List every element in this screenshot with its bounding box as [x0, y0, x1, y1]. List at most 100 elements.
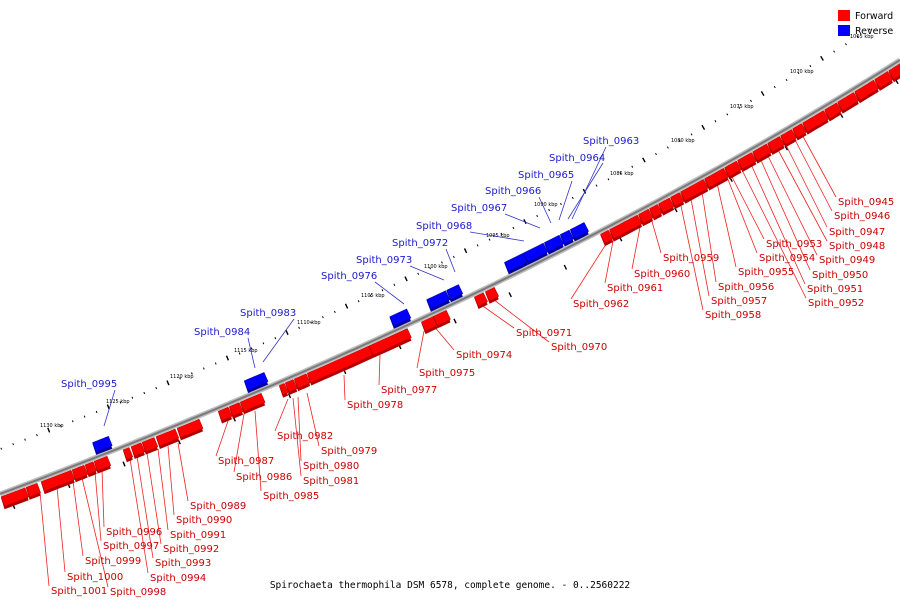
forward-gene-label[interactable]: Spith_0947	[829, 227, 885, 238]
forward-gene-label[interactable]: Spith_0958	[705, 310, 761, 321]
reverse-gene-label[interactable]: Spith_0965	[518, 170, 574, 181]
leader-line	[783, 140, 828, 228]
scale-tick	[571, 196, 574, 200]
forward-gene-label[interactable]: Spith_0989	[190, 501, 246, 512]
reverse-gene-label[interactable]: Spith_0973	[356, 255, 412, 266]
legend-reverse-swatch	[838, 25, 850, 36]
forward-gene-label[interactable]: Spith_0987	[218, 456, 274, 467]
forward-gene-label[interactable]: Spith_0957	[711, 296, 767, 307]
forward-gene-label[interactable]: Spith_0990	[176, 515, 232, 526]
forward-gene-label[interactable]: Spith_0974	[456, 350, 512, 361]
leader-line	[409, 265, 445, 281]
forward-gene[interactable]	[888, 63, 900, 80]
scale-tick	[285, 329, 289, 336]
reverse-gene-label[interactable]: Spith_0972	[392, 238, 448, 249]
forward-gene[interactable]	[228, 402, 244, 417]
forward-gene-label[interactable]: Spith_0996	[106, 527, 162, 538]
forward-gene[interactable]	[239, 392, 266, 412]
forward-gene-label[interactable]: Spith_0999	[85, 556, 141, 567]
forward-gene[interactable]	[293, 373, 311, 389]
forward-gene[interactable]	[141, 437, 159, 452]
forward-gene-label[interactable]: Spith_0970	[551, 342, 607, 353]
forward-gene-label[interactable]: Spith_1001	[51, 586, 107, 597]
reverse-gene-label[interactable]: Spith_0967	[451, 203, 507, 214]
forward-gene-label[interactable]: Spith_0986	[236, 472, 292, 483]
forward-gene-label[interactable]: Spith_0993	[155, 558, 211, 569]
forward-gene-label[interactable]: Spith_0951	[807, 284, 863, 295]
forward-gene-label[interactable]: Spith_0946	[834, 211, 890, 222]
forward-gene[interactable]	[155, 428, 180, 447]
forward-gene[interactable]	[40, 469, 76, 492]
reverse-gene[interactable]	[92, 435, 113, 453]
forward-gene[interactable]	[25, 482, 41, 498]
reverse-gene[interactable]	[243, 372, 269, 391]
forward-gene-label[interactable]: Spith_0962	[573, 299, 629, 310]
forward-gene[interactable]	[93, 455, 112, 471]
scale-tick	[868, 28, 871, 31]
scale-tick	[844, 43, 847, 46]
forward-gene-label[interactable]: Spith_0982	[277, 431, 333, 442]
leader-line	[432, 324, 455, 351]
forward-gene-label[interactable]: Spith_1000	[67, 572, 123, 583]
forward-gene-label[interactable]: Spith_0949	[819, 255, 875, 266]
forward-gene-label[interactable]: Spith_0997	[103, 541, 159, 552]
forward-gene-label[interactable]: Spith_0985	[263, 491, 319, 502]
legend-forward-label: Forward	[855, 11, 893, 22]
forward-gene[interactable]	[84, 461, 98, 475]
forward-gene-label[interactable]: Spith_0956	[718, 282, 774, 293]
reverse-gene-label[interactable]: Spith_0976	[321, 271, 377, 282]
kbp-label: 1130 kbp	[40, 423, 64, 429]
forward-gene-label[interactable]: Spith_0954	[759, 253, 815, 264]
forward-gene-label[interactable]: Spith_0959	[663, 253, 719, 264]
kbp-label: 1110 kbp	[297, 320, 321, 326]
forward-gene-label[interactable]: Spith_0981	[303, 476, 359, 487]
reverse-gene-label[interactable]: Spith_0984	[194, 327, 250, 338]
forward-gene-label[interactable]: Spith_0953	[766, 239, 822, 250]
forward-gene[interactable]	[130, 442, 146, 457]
leader-line	[94, 471, 102, 542]
forward-gene-label[interactable]: Spith_0960	[634, 269, 690, 280]
reverse-gene-label[interactable]: Spith_0995	[61, 379, 117, 390]
leader-line	[570, 240, 609, 300]
forward-gene[interactable]	[473, 292, 488, 307]
forward-gene-label[interactable]: Spith_0978	[347, 400, 403, 411]
reverse-gene-label[interactable]: Spith_0966	[485, 186, 541, 197]
forward-gene-label[interactable]: Spith_0979	[321, 446, 377, 457]
forward-gene-label[interactable]: Spith_0945	[838, 197, 894, 208]
scale-tick	[463, 248, 468, 254]
forward-gene-label[interactable]: Spith_0955	[738, 267, 794, 278]
forward-gene[interactable]	[278, 382, 289, 396]
reverse-gene-label[interactable]: Spith_0983	[240, 308, 296, 319]
forward-gene[interactable]	[122, 447, 134, 460]
leader-line	[604, 235, 615, 284]
forward-gene-label[interactable]: Spith_0998	[110, 587, 166, 598]
reverse-gene-label[interactable]: Spith_0968	[416, 221, 472, 232]
scale-tick	[298, 326, 300, 329]
forward-gene-label[interactable]: Spith_0971	[516, 328, 572, 339]
forward-gene-label[interactable]: Spith_0977	[381, 385, 437, 396]
forward-gene[interactable]	[176, 418, 204, 438]
forward-gene[interactable]	[368, 328, 412, 356]
forward-gene-label[interactable]: Spith_0975	[419, 368, 475, 379]
forward-gene[interactable]	[217, 406, 233, 421]
reverse-gene[interactable]	[446, 284, 464, 300]
forward-gene-label[interactable]: Spith_0948	[829, 241, 885, 252]
forward-gene[interactable]	[0, 487, 29, 507]
forward-gene-label[interactable]: Spith_0992	[163, 544, 219, 555]
forward-gene[interactable]	[432, 309, 451, 326]
forward-gene-label[interactable]: Spith_0991	[170, 530, 226, 541]
leader-line	[215, 420, 229, 457]
reverse-gene-label[interactable]: Spith_0963	[583, 136, 639, 147]
reverse-gene[interactable]	[389, 308, 412, 327]
forward-gene-label[interactable]: Spith_0994	[150, 573, 206, 584]
forward-gene[interactable]	[484, 286, 500, 302]
forward-gene[interactable]	[71, 464, 89, 480]
reverse-gene-label[interactable]: Spith_0964	[549, 153, 605, 164]
reverse-gene[interactable]	[569, 222, 590, 239]
scale-tick	[225, 355, 230, 361]
forward-gene-label[interactable]: Spith_0961	[607, 283, 663, 294]
forward-gene-label[interactable]: Spith_0980	[303, 461, 359, 472]
forward-gene-label[interactable]: Spith_0950	[812, 270, 868, 281]
forward-gene-label[interactable]: Spith_0952	[808, 298, 864, 309]
forward-gene[interactable]	[284, 379, 298, 393]
